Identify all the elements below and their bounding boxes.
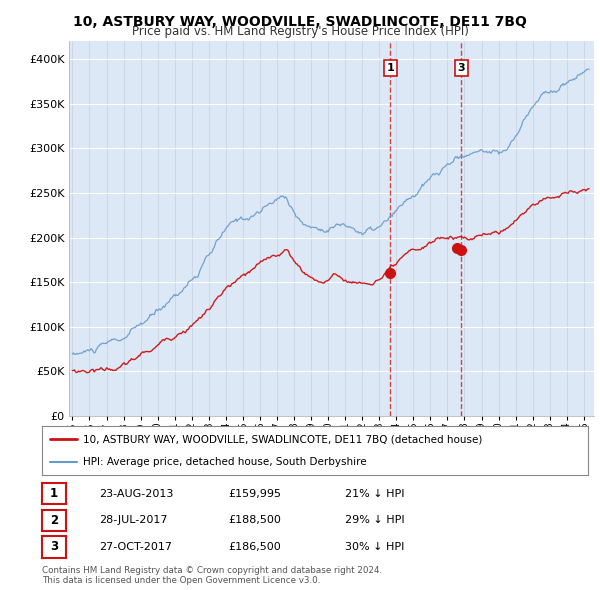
Text: 23-AUG-2013: 23-AUG-2013 — [99, 489, 173, 499]
Text: £188,500: £188,500 — [228, 516, 281, 525]
Text: 3: 3 — [50, 540, 58, 553]
Text: 10, ASTBURY WAY, WOODVILLE, SWADLINCOTE, DE11 7BQ (detached house): 10, ASTBURY WAY, WOODVILLE, SWADLINCOTE,… — [83, 434, 482, 444]
Text: 27-OCT-2017: 27-OCT-2017 — [99, 542, 172, 552]
Text: 1: 1 — [50, 487, 58, 500]
Text: 1: 1 — [386, 63, 394, 73]
Text: 3: 3 — [458, 63, 465, 73]
Text: HPI: Average price, detached house, South Derbyshire: HPI: Average price, detached house, Sout… — [83, 457, 367, 467]
Text: £186,500: £186,500 — [228, 542, 281, 552]
Text: This data is licensed under the Open Government Licence v3.0.: This data is licensed under the Open Gov… — [42, 576, 320, 585]
Text: Price paid vs. HM Land Registry's House Price Index (HPI): Price paid vs. HM Land Registry's House … — [131, 25, 469, 38]
Text: 21% ↓ HPI: 21% ↓ HPI — [345, 489, 404, 499]
Text: 10, ASTBURY WAY, WOODVILLE, SWADLINCOTE, DE11 7BQ: 10, ASTBURY WAY, WOODVILLE, SWADLINCOTE,… — [73, 15, 527, 29]
Text: Contains HM Land Registry data © Crown copyright and database right 2024.: Contains HM Land Registry data © Crown c… — [42, 566, 382, 575]
Text: 2: 2 — [50, 514, 58, 527]
Text: 28-JUL-2017: 28-JUL-2017 — [99, 516, 167, 525]
Text: £159,995: £159,995 — [228, 489, 281, 499]
Text: 29% ↓ HPI: 29% ↓ HPI — [345, 516, 404, 525]
Text: 30% ↓ HPI: 30% ↓ HPI — [345, 542, 404, 552]
